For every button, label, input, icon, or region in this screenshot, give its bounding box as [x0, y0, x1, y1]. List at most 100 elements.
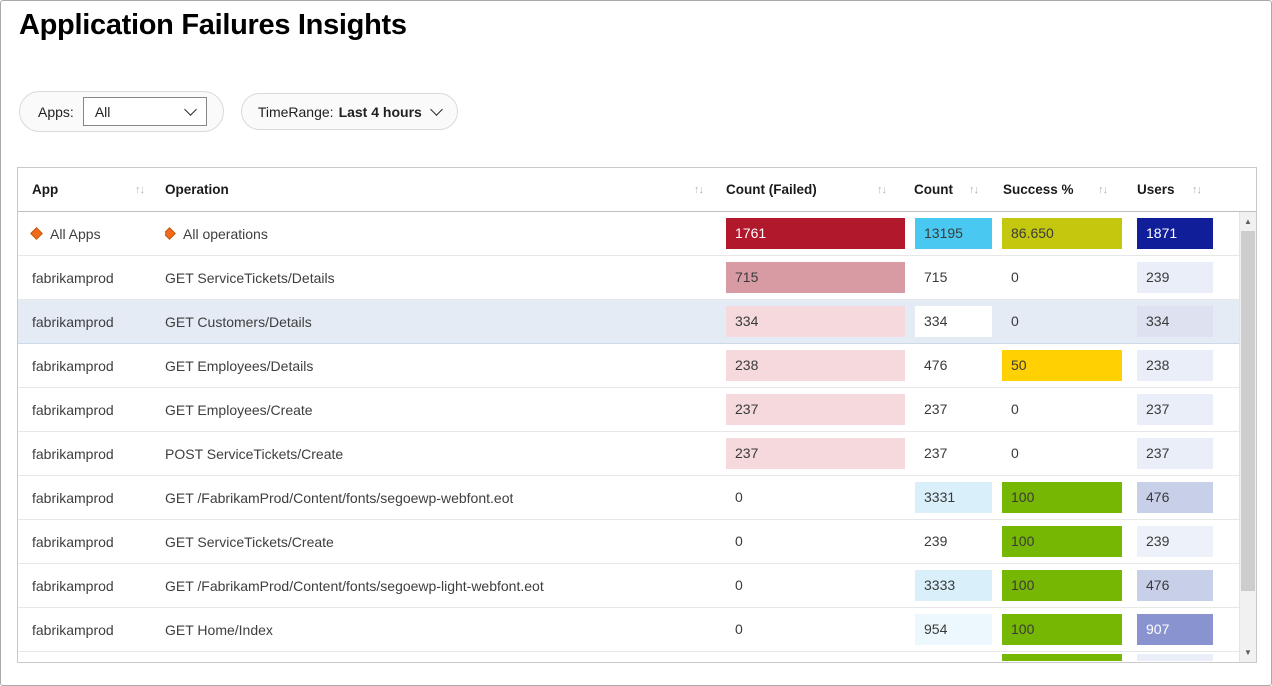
operation-cell: GET /FabrikamProd/Content/fonts/segoewp-… [165, 564, 544, 607]
count-failed-cell: 1761 [726, 218, 905, 249]
app-label: fabrikamprod [32, 313, 114, 330]
app-label: fabrikamprod [32, 489, 114, 506]
operation-label: GET Employees/Details [165, 357, 314, 374]
success-cell [1002, 654, 1122, 661]
apps-filter-label: Apps: [38, 103, 74, 120]
users-cell: 237 [1137, 438, 1213, 469]
count-cell: 239 [924, 533, 948, 549]
users-cell: 1871 [1137, 218, 1213, 249]
success-cell: 100 [1002, 482, 1122, 513]
timerange-filter-pill[interactable]: TimeRange: Last 4 hours [240, 93, 458, 130]
apps-select[interactable]: All [82, 97, 207, 126]
table-row[interactable]: fabrikamprod POST ServiceTickets/Create … [18, 432, 1256, 476]
column-header-count[interactable]: Count ↑↓ [914, 182, 979, 197]
scroll-down-icon[interactable]: ▼ [1244, 648, 1252, 657]
users-cell: 476 [1137, 570, 1213, 601]
table-row[interactable]: fabrikamprod GET ServiceTickets/Create 0… [18, 520, 1256, 564]
success-cell: 0 [1011, 313, 1019, 329]
table-row[interactable]: fabrikamprod GET Employees/Create 237 23… [18, 388, 1256, 432]
table-body: All Apps All operations 1761 13195 86.65… [18, 212, 1256, 661]
column-header-count-failed[interactable]: Count (Failed) ↑↓ [726, 182, 887, 197]
app-label: fabrikamprod [32, 401, 114, 418]
users-cell: 238 [1137, 350, 1213, 381]
sort-icon: ↑↓ [1192, 183, 1202, 196]
count-failed-cell: 238 [726, 350, 905, 381]
app-label: All Apps [50, 225, 101, 242]
app-cell: fabrikamprod [32, 564, 114, 607]
table-row[interactable]: fabrikamprod GET Customers/Details 334 3… [18, 300, 1256, 344]
operation-label: GET /FabrikamProd/Content/fonts/segoewp-… [165, 577, 544, 594]
users-cell: 907 [1137, 614, 1213, 645]
operation-cell: GET Employees/Create [165, 388, 313, 431]
success-cell: 50 [1002, 350, 1122, 381]
table-row[interactable]: fabrikamprod GET /FabrikamProd/Content/f… [18, 476, 1256, 520]
count-cell: 334 [915, 306, 992, 337]
sort-icon: ↑↓ [135, 183, 145, 196]
table-row[interactable]: All Apps All operations 1761 13195 86.65… [18, 212, 1256, 256]
table-row[interactable] [18, 652, 1256, 661]
operation-label: GET Customers/Details [165, 313, 312, 330]
success-cell: 86.650 [1002, 218, 1122, 249]
table-row[interactable]: fabrikamprod GET Home/Index 0 954 100 90… [18, 608, 1256, 652]
count-failed-cell: 0 [735, 533, 743, 549]
app-label: fabrikamprod [32, 577, 114, 594]
count-cell: 237 [924, 445, 948, 461]
app-label: fabrikamprod [32, 445, 114, 462]
count-failed-cell [726, 654, 905, 661]
chevron-down-icon [183, 103, 197, 116]
failures-table: App ↑↓ Operation ↑↓ Count (Failed) ↑↓ Co… [17, 167, 1257, 663]
table-row[interactable]: fabrikamprod GET Employees/Details 238 4… [18, 344, 1256, 388]
table-header-row: App ↑↓ Operation ↑↓ Count (Failed) ↑↓ Co… [18, 168, 1256, 212]
operation-label: GET ServiceTickets/Details [165, 269, 335, 286]
table-row[interactable]: fabrikamprod GET /FabrikamProd/Content/f… [18, 564, 1256, 608]
success-cell: 100 [1002, 570, 1122, 601]
app-cell: fabrikamprod [32, 344, 114, 387]
count-cell: 715 [924, 269, 948, 285]
sort-icon: ↑↓ [969, 183, 979, 196]
success-cell: 100 [1002, 526, 1122, 557]
app-cell: fabrikamprod [32, 476, 114, 519]
operation-cell: GET Customers/Details [165, 300, 312, 343]
count-cell: 3331 [915, 482, 992, 513]
count-failed-cell: 0 [735, 489, 743, 505]
table-row[interactable]: fabrikamprod GET ServiceTickets/Details … [18, 256, 1256, 300]
column-header-operation[interactable]: Operation ↑↓ [165, 182, 704, 197]
operation-label: All operations [183, 225, 268, 242]
count-cell [915, 654, 992, 661]
sort-icon: ↑↓ [877, 183, 887, 196]
sort-icon: ↑↓ [1098, 183, 1108, 196]
operation-cell: GET ServiceTickets/Details [165, 256, 335, 299]
apps-filter-pill: Apps: All [19, 91, 224, 132]
app-label: fabrikamprod [32, 621, 114, 638]
app-cell: fabrikamprod [32, 256, 114, 299]
operation-cell: POST ServiceTickets/Create [165, 432, 343, 475]
operation-cell: GET Employees/Details [165, 344, 313, 387]
operation-label: GET /FabrikamProd/Content/fonts/segoewp-… [165, 489, 514, 506]
users-cell: 239 [1137, 262, 1213, 293]
users-cell: 334 [1137, 306, 1213, 337]
column-header-success[interactable]: Success % ↑↓ [1003, 182, 1108, 197]
timerange-value: Last 4 hours [338, 103, 422, 120]
column-header-users[interactable]: Users ↑↓ [1137, 182, 1202, 197]
count-cell: 237 [924, 401, 948, 417]
app-cell: fabrikamprod [32, 432, 114, 475]
vertical-scrollbar[interactable]: ▲ ▼ [1239, 212, 1256, 662]
operation-cell: GET /FabrikamProd/Content/fonts/segoewp-… [165, 476, 513, 519]
operation-cell: GET ServiceTickets/Create [165, 520, 334, 563]
diamond-icon [30, 227, 43, 240]
operation-cell: GET Home/Index [165, 608, 273, 651]
operation-label: GET Home/Index [165, 621, 273, 638]
apps-select-value: All [94, 103, 111, 120]
page-title: Application Failures Insights [19, 9, 407, 41]
app-label: fabrikamprod [32, 269, 114, 286]
operation-cell: All operations [165, 212, 268, 255]
column-header-app[interactable]: App ↑↓ [32, 182, 145, 197]
scrollbar-thumb[interactable] [1241, 231, 1255, 591]
app-cell: fabrikamprod [32, 608, 114, 651]
count-failed-cell: 0 [735, 621, 743, 637]
success-cell: 0 [1011, 445, 1019, 461]
users-cell: 239 [1137, 526, 1213, 557]
scroll-up-icon[interactable]: ▲ [1244, 217, 1252, 226]
success-cell: 0 [1011, 269, 1019, 285]
diamond-icon [165, 227, 176, 240]
